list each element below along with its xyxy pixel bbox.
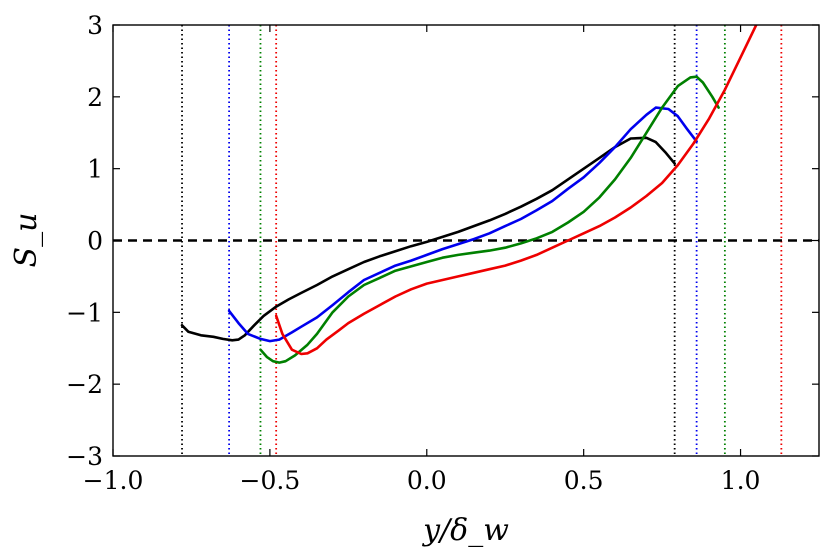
series-line-red	[274, 25, 758, 356]
series-line-black	[180, 136, 677, 342]
y-tick-label-2: −1	[66, 298, 103, 327]
y-tick-label-1: −2	[66, 370, 103, 399]
x-tick-labels: −1.0 −0.5 0.0 0.5 1.0	[83, 466, 761, 495]
y-tick-label-6: 3	[87, 11, 103, 40]
y-tick-label-0: −3	[66, 442, 103, 471]
series-line-blue	[227, 106, 698, 343]
axis-ticks	[112, 24, 819, 457]
y-tick-label-3: 0	[87, 227, 103, 256]
series-line-green	[259, 75, 720, 364]
y-tick-label-5: 2	[87, 83, 103, 112]
x-tick-label-0: −1.0	[83, 466, 144, 495]
y-tick-label-4: 1	[87, 155, 103, 184]
x-tick-label-3: 0.5	[564, 466, 604, 495]
y-axis-label: S_u	[9, 213, 44, 268]
y-tick-labels: −3 −2 −1 0 1 2 3	[66, 11, 103, 471]
x-axis-label: y/δ_w	[421, 513, 509, 548]
x-tick-label-4: 1.0	[721, 466, 761, 495]
x-tick-label-1: −0.5	[240, 466, 301, 495]
x-tick-label-2: 0.0	[407, 466, 447, 495]
series-curves	[180, 25, 758, 364]
